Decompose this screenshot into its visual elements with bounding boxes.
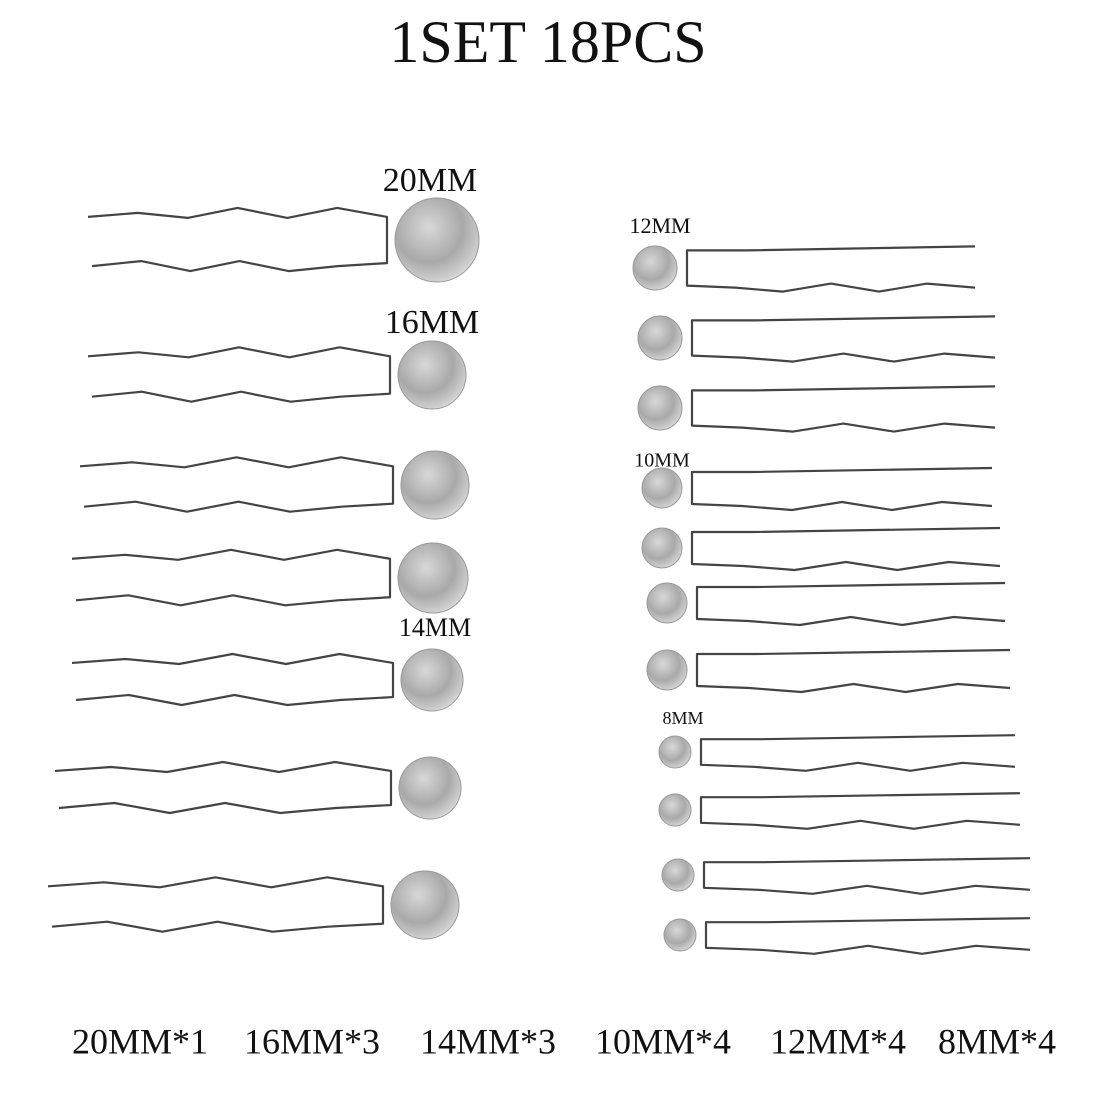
- pin-wire: [87, 206, 389, 273]
- pearl: [646, 649, 688, 691]
- pin-wire: [699, 734, 1016, 772]
- footer-item: 10MM*4: [595, 1021, 731, 1061]
- pearl: [646, 582, 688, 624]
- title: 1SET 18PCS: [389, 9, 706, 75]
- pearl: [641, 527, 683, 569]
- pin-wire: [690, 526, 1001, 572]
- pin-wire: [79, 456, 395, 513]
- pearl: [390, 870, 460, 940]
- pin-wire: [702, 857, 1031, 895]
- pearl: [400, 450, 470, 520]
- pin-wire: [87, 346, 392, 403]
- pearl: [661, 858, 695, 892]
- pearl: [397, 340, 467, 410]
- pin-wire: [690, 385, 996, 433]
- pin-wire: [685, 245, 976, 293]
- footer-item: 8MM*4: [938, 1021, 1056, 1061]
- pearl: [398, 756, 462, 820]
- size-label: 12MM: [629, 213, 690, 238]
- pin-wire: [54, 760, 393, 815]
- pearl: [397, 542, 469, 614]
- pin-wire: [704, 917, 1031, 955]
- pearl: [658, 735, 692, 769]
- pin-wire: [71, 652, 395, 707]
- pearl: [632, 245, 678, 291]
- size-label: 16MM: [385, 304, 479, 341]
- footer-item: 14MM*3: [420, 1021, 556, 1061]
- footer-item: 16MM*3: [244, 1021, 380, 1061]
- hair-pins: [47, 197, 1031, 955]
- pearl: [637, 315, 683, 361]
- footer-item: 12MM*4: [770, 1021, 906, 1061]
- pearl: [637, 385, 683, 431]
- pearl: [663, 918, 697, 952]
- pearl: [394, 197, 480, 283]
- size-label: 10MM: [634, 450, 690, 472]
- pin-wire: [690, 315, 996, 363]
- pin-wire: [695, 581, 1006, 627]
- size-label: 14MM: [399, 613, 471, 642]
- footer-item: 20MM*1: [72, 1021, 208, 1061]
- size-label: 20MM: [383, 162, 477, 199]
- pin-wire: [699, 792, 1021, 830]
- size-label: 8MM: [662, 708, 703, 728]
- pin-wire: [71, 548, 392, 607]
- pin-wire: [690, 466, 993, 512]
- pearl: [641, 467, 683, 509]
- pin-wire: [47, 876, 385, 933]
- pin-wire: [695, 648, 1011, 694]
- pearl: [658, 793, 692, 827]
- pearl: [400, 648, 464, 712]
